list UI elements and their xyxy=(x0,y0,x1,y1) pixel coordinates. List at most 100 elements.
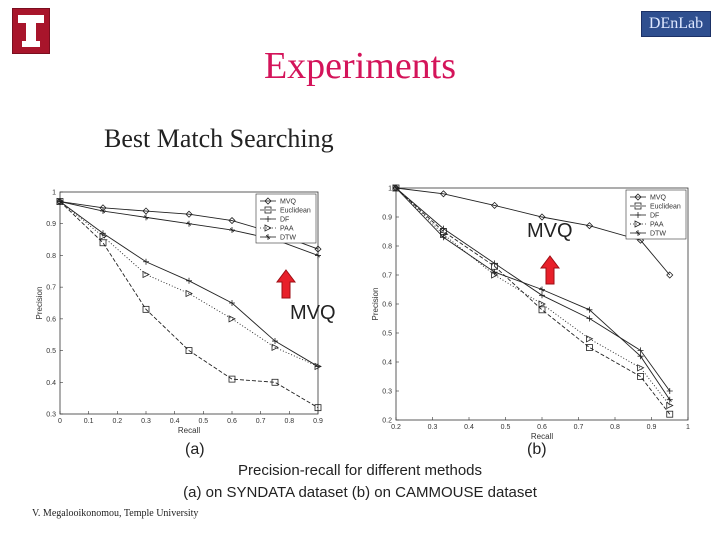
data-point xyxy=(229,300,235,306)
legend-entry: DF xyxy=(280,217,289,224)
caption-line-2: (a) on SYNDATA dataset (b) on CAMMOUSE d… xyxy=(183,484,537,501)
data-point xyxy=(585,222,594,230)
data-point xyxy=(142,305,150,313)
data-point xyxy=(99,239,107,247)
temple-logo xyxy=(12,8,50,54)
legend-entry: DTW xyxy=(650,231,666,238)
legend-marker xyxy=(264,224,272,232)
data-point xyxy=(272,338,278,345)
y-tick-label: 0.3 xyxy=(382,389,392,396)
data-point xyxy=(185,289,193,298)
x-tick-label: 0.2 xyxy=(112,418,122,425)
data-point xyxy=(666,410,674,418)
data-point xyxy=(539,292,545,299)
x-tick-label: 0.9 xyxy=(313,418,323,425)
y-tick-label: 0.8 xyxy=(382,244,392,251)
data-point xyxy=(538,300,546,308)
data-point xyxy=(637,373,644,380)
x-tick-label: 0.9 xyxy=(647,424,657,431)
data-point xyxy=(228,315,236,323)
mvq-arrow-right xyxy=(540,255,560,285)
data-point xyxy=(586,344,593,351)
y-tick-label: 0.8 xyxy=(46,253,56,260)
legend-entry: DTW xyxy=(280,235,296,242)
x-axis-label: Recall xyxy=(178,426,200,435)
y-tick-label: 0.9 xyxy=(46,221,56,228)
data-point xyxy=(586,306,593,313)
data-point xyxy=(538,306,546,314)
y-tick-label: 0.5 xyxy=(382,331,392,338)
legend-entry: Euclidean xyxy=(280,208,311,215)
data-point xyxy=(440,225,447,232)
legend-marker xyxy=(635,230,641,236)
x-tick-label: 0.8 xyxy=(610,424,620,431)
data-point xyxy=(666,401,674,410)
y-tick-label: 0.6 xyxy=(46,316,56,323)
data-point xyxy=(314,245,322,253)
data-point xyxy=(186,277,192,284)
series-df xyxy=(393,185,673,394)
data-point xyxy=(666,271,674,279)
data-point xyxy=(99,232,107,241)
data-point xyxy=(228,216,236,225)
x-tick-label: 0.3 xyxy=(141,418,151,425)
data-point xyxy=(439,190,448,198)
y-tick-label: 0.4 xyxy=(382,360,392,367)
data-point xyxy=(314,404,322,412)
data-point xyxy=(491,260,498,267)
y-axis-label: Precision xyxy=(371,288,380,321)
data-point xyxy=(491,269,498,276)
x-axis-label: Recall xyxy=(531,432,553,441)
data-point xyxy=(666,396,673,403)
x-tick-label: 0.4 xyxy=(170,418,180,425)
data-point xyxy=(538,213,546,221)
caption-line-1: Precision-recall for different methods xyxy=(238,462,482,479)
y-tick-label: 0.7 xyxy=(382,273,392,280)
data-point xyxy=(229,227,235,234)
data-point xyxy=(271,343,279,352)
series-mvq xyxy=(392,184,674,279)
data-point xyxy=(637,364,645,372)
data-point xyxy=(142,270,150,279)
legend-entry: MVQ xyxy=(280,199,297,206)
x-tick-label: 0 xyxy=(58,418,62,425)
data-point xyxy=(143,258,149,265)
y-tick-label: 0.2 xyxy=(382,418,392,425)
y-tick-label: 0.9 xyxy=(382,215,392,222)
temple-t-icon xyxy=(18,15,44,47)
mvq-label-right: MVQ xyxy=(527,220,573,242)
data-point xyxy=(539,286,545,293)
legend-marker xyxy=(634,220,642,228)
chart-a: 0 0.1 0.2 0.3 0.4 0.5 0.6 0.7 0.8 0.9 0.3 0.4 0.5 0.6… xyxy=(35,190,323,436)
legend-marker xyxy=(634,193,642,201)
legend-marker xyxy=(264,197,272,205)
data-point xyxy=(393,185,399,191)
slide-title: Experiments xyxy=(263,45,457,87)
footer-credit: V. Megalooikonomou, Temple University xyxy=(32,508,199,519)
x-tick-label: 0.5 xyxy=(198,418,208,425)
x-tick-label: 0.7 xyxy=(574,424,584,431)
legend-entry: MVQ xyxy=(650,195,667,202)
data-point xyxy=(143,214,149,221)
data-point xyxy=(185,210,193,218)
data-point xyxy=(637,353,644,360)
data-point xyxy=(586,315,593,322)
x-tick-label: 0.5 xyxy=(501,424,511,431)
y-tick-label: 0.3 xyxy=(46,412,56,419)
data-point xyxy=(271,378,279,386)
x-tick-label: 0.4 xyxy=(464,424,474,431)
x-tick-label: 0.6 xyxy=(537,424,547,431)
legend-marker xyxy=(635,212,641,218)
x-tick-label: 0.6 xyxy=(227,418,237,425)
y-tick-label: 1 xyxy=(388,186,392,193)
legend-entry: Euclidean xyxy=(650,204,681,211)
series-line xyxy=(59,201,319,367)
y-tick-label: 0.4 xyxy=(46,380,56,387)
legend-entry: DF xyxy=(650,213,659,220)
x-tick-label: 0.1 xyxy=(84,418,94,425)
plot-frame xyxy=(59,191,319,415)
y-axis-label: Precision xyxy=(35,287,44,320)
legend-entry: PAA xyxy=(650,222,664,229)
data-point xyxy=(490,201,499,209)
y-tick-label: 1 xyxy=(52,190,56,197)
